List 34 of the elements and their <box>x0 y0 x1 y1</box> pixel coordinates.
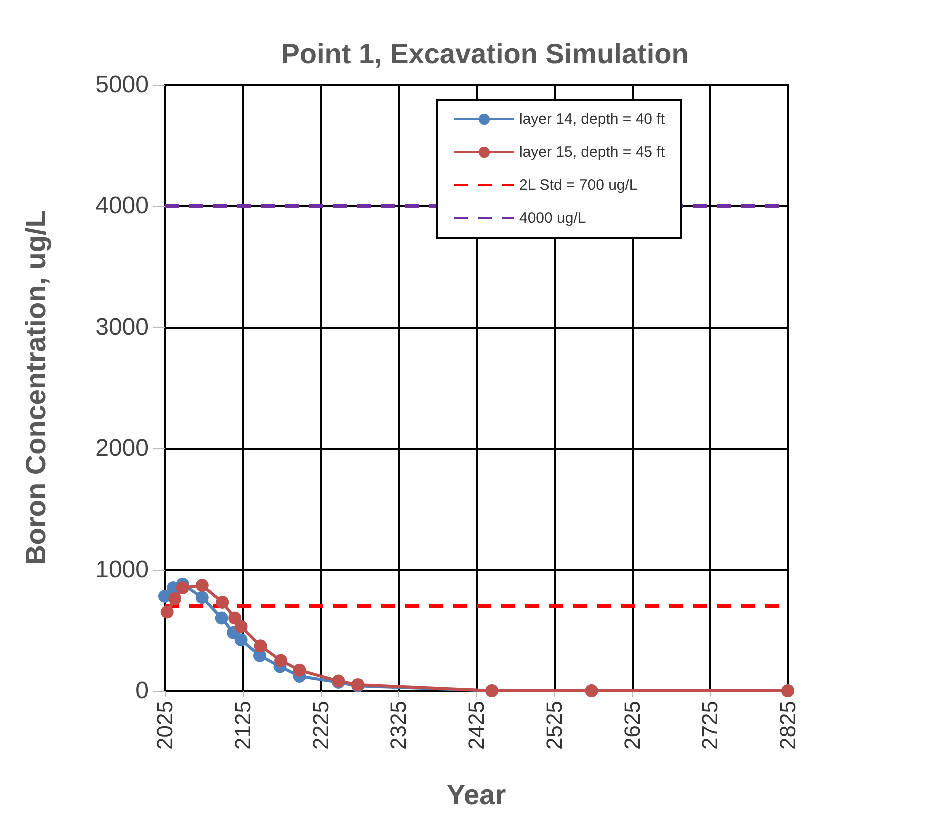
point <box>168 592 182 606</box>
y-tick-label: 3000 <box>96 314 149 341</box>
legend-label: 2L Std = 700 ug/L <box>519 177 638 194</box>
x-tick-label: 2525 <box>542 701 567 750</box>
x-tick-label: 2125 <box>230 701 256 750</box>
point <box>216 596 230 610</box>
x-tick-label: 2325 <box>386 701 412 750</box>
point <box>196 591 209 604</box>
point <box>254 640 268 653</box>
x-tick-label: 2425 <box>464 701 489 750</box>
x-tick-label: 2625 <box>620 701 645 750</box>
x-tick-label: 2725 <box>698 701 723 750</box>
point <box>234 634 248 647</box>
y-tick-label: 0 <box>136 678 149 704</box>
point <box>274 654 288 668</box>
point <box>176 581 190 594</box>
x-tick-label: 2025 <box>152 701 178 750</box>
y-tick-label: 1000 <box>96 556 149 584</box>
y-tick-label: 2000 <box>96 435 149 462</box>
point <box>293 664 306 677</box>
point <box>215 612 228 625</box>
chart-title: Point 1, Excavation Simulation <box>281 38 689 70</box>
y-axis-title: Boron Concentration, ug/L <box>20 210 52 566</box>
y-tick-label: 5000 <box>96 72 149 98</box>
x-tick-label: 2825 <box>776 701 800 750</box>
point <box>196 579 209 592</box>
point <box>160 606 174 619</box>
ref-line-label: 4000 ug/L <box>519 210 586 227</box>
y-tick-label: 4000 <box>96 192 149 220</box>
legend-label: layer 15, depth = 45 ft <box>519 144 666 161</box>
x-axis-title: Year <box>446 780 506 810</box>
x-tick-label: 2225 <box>308 701 334 750</box>
point <box>234 620 248 634</box>
legend-label: layer 14, depth = 40 ft <box>519 111 666 128</box>
